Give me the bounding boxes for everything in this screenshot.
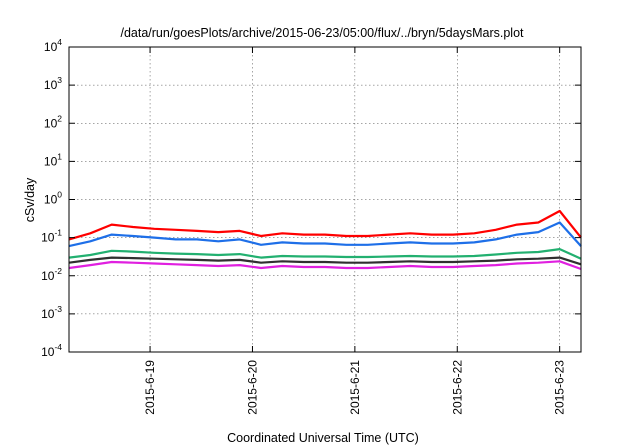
y-tick-label-base: 10 — [41, 345, 55, 359]
y-tick-label: 100 — [44, 190, 62, 207]
x-tick-label: 2015-6-20 — [245, 360, 259, 415]
x-tick-label: 2015-6-23 — [553, 360, 567, 415]
x-axis: 2015-6-19 2015-6-20 2015-6-21 2015-6-22 2015… — [143, 47, 567, 415]
y-tick-label-exponent: 4 — [57, 37, 62, 47]
x-axis-label: Coordinated Universal Time (UTC) — [227, 431, 419, 445]
y-tick-label-base: 10 — [44, 78, 58, 92]
series-line — [68, 260, 582, 271]
y-tick-label-base: 10 — [44, 116, 58, 130]
series-layer — [68, 209, 582, 271]
y-tick-label-exponent: 3 — [57, 75, 62, 85]
y-tick-label-base: 10 — [44, 40, 58, 54]
y-tick-label-base: 10 — [44, 193, 58, 207]
y-tick-label: 103 — [44, 75, 62, 92]
y-tick-label-exponent: 0 — [57, 190, 62, 200]
y-tick-label-exponent: 2 — [57, 113, 62, 123]
y-tick-label-exponent: -4 — [54, 342, 62, 352]
y-tick-label-base: 10 — [41, 231, 55, 245]
y-tick-label: 101 — [44, 151, 62, 168]
y-tick-label: 10-4 — [41, 342, 62, 359]
y-tick-label: 104 — [44, 37, 62, 54]
y-tick-label-exponent: -1 — [54, 228, 62, 238]
y-tick-label: 10-2 — [41, 266, 62, 283]
x-tick-label: 2015-6-21 — [348, 360, 362, 415]
chart-title: /data/run/goesPlots/archive/2015-06-23/0… — [120, 26, 524, 40]
y-tick-label-base: 10 — [41, 269, 55, 283]
y-tick-label-exponent: -2 — [54, 266, 62, 276]
x-tick-label: 2015-6-19 — [143, 360, 157, 415]
y-axis-label: cSv/day — [23, 177, 37, 222]
y-tick-label: 10-1 — [41, 228, 62, 245]
y-tick-label-base: 10 — [41, 307, 55, 321]
x-tick-label: 2015-6-22 — [450, 360, 464, 415]
series-line — [68, 256, 582, 266]
grid — [69, 47, 581, 352]
series-line — [68, 248, 582, 260]
series-line — [68, 221, 582, 248]
y-tick-label-exponent: -3 — [54, 304, 62, 314]
y-tick-label: 10-3 — [41, 304, 62, 321]
y-tick-label-exponent: 1 — [57, 151, 62, 161]
y-tick-label-base: 10 — [44, 154, 58, 168]
series-line — [68, 209, 582, 241]
y-tick-label: 102 — [44, 113, 62, 130]
